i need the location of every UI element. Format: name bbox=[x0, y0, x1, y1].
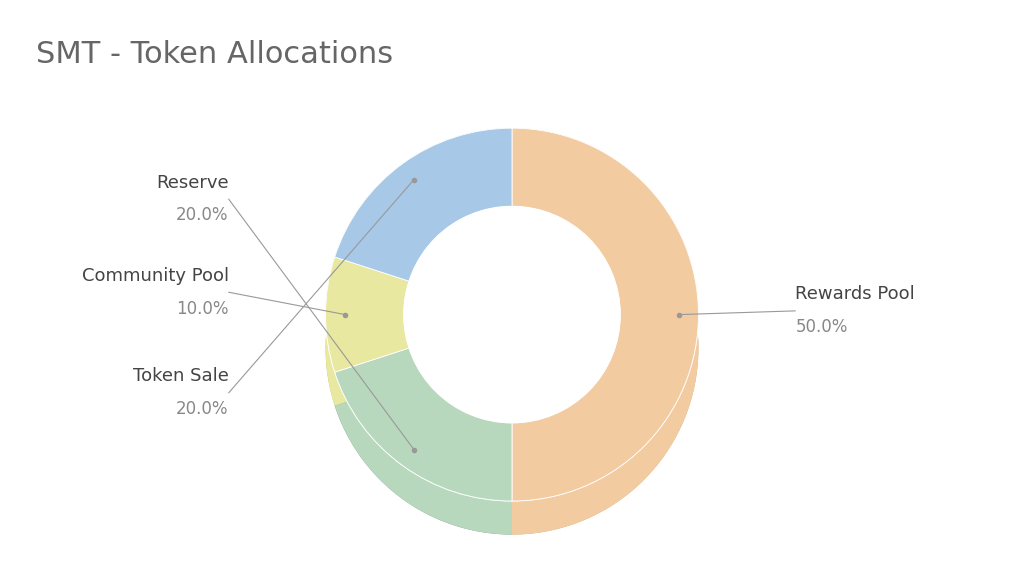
Text: Rewards Pool: Rewards Pool bbox=[796, 285, 915, 303]
Text: 20.0%: 20.0% bbox=[176, 206, 228, 224]
Polygon shape bbox=[335, 128, 512, 291]
Wedge shape bbox=[512, 128, 698, 501]
Wedge shape bbox=[326, 257, 410, 372]
Polygon shape bbox=[410, 206, 512, 315]
Polygon shape bbox=[403, 281, 410, 382]
Wedge shape bbox=[335, 162, 512, 315]
Polygon shape bbox=[335, 372, 512, 535]
Wedge shape bbox=[335, 128, 512, 281]
Wedge shape bbox=[335, 128, 512, 281]
Polygon shape bbox=[512, 206, 621, 456]
Polygon shape bbox=[326, 257, 335, 406]
Polygon shape bbox=[403, 315, 621, 456]
Circle shape bbox=[403, 206, 621, 423]
Wedge shape bbox=[512, 162, 698, 535]
Polygon shape bbox=[403, 206, 540, 422]
Wedge shape bbox=[326, 291, 410, 406]
Wedge shape bbox=[326, 257, 410, 372]
Wedge shape bbox=[512, 128, 698, 501]
Text: SMT - Token Allocations: SMT - Token Allocations bbox=[36, 40, 393, 69]
Text: Reserve: Reserve bbox=[156, 173, 228, 192]
Polygon shape bbox=[410, 348, 512, 456]
Wedge shape bbox=[335, 348, 512, 501]
Circle shape bbox=[403, 206, 621, 423]
Text: Token Sale: Token Sale bbox=[133, 367, 228, 386]
Wedge shape bbox=[335, 382, 512, 535]
Text: Community Pool: Community Pool bbox=[82, 267, 228, 285]
Wedge shape bbox=[335, 348, 512, 501]
Polygon shape bbox=[512, 128, 698, 535]
Text: 20.0%: 20.0% bbox=[176, 400, 228, 418]
Text: 50.0%: 50.0% bbox=[796, 319, 848, 336]
Text: 10.0%: 10.0% bbox=[176, 300, 228, 317]
